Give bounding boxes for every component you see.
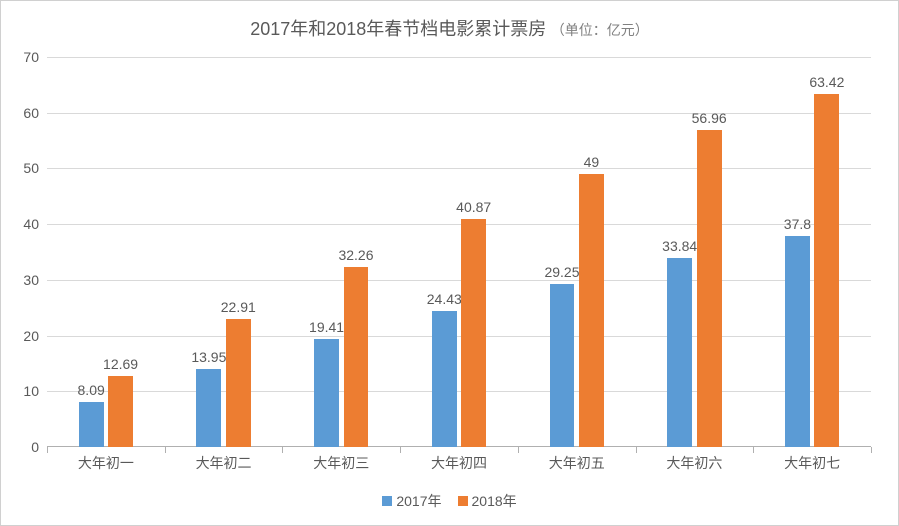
bar-2017年: 19.41 <box>314 339 339 447</box>
gridline <box>47 113 871 114</box>
ytick-label: 0 <box>31 439 39 455</box>
bar-label: 37.8 <box>784 216 811 232</box>
gridline <box>47 280 871 281</box>
legend-swatch <box>382 496 392 506</box>
xtick-label: 大年初七 <box>784 453 840 473</box>
legend-label: 2018年 <box>472 491 517 511</box>
xtick-label: 大年初三 <box>313 453 369 473</box>
bar-2017年: 13.95 <box>196 369 221 447</box>
gridline <box>47 336 871 337</box>
xtick-label: 大年初六 <box>666 453 722 473</box>
bar-2018年: 63.42 <box>814 94 839 447</box>
xtick-mark <box>753 447 754 453</box>
xtick-mark <box>518 447 519 453</box>
bar-label: 33.84 <box>662 238 697 254</box>
bar-label: 22.91 <box>221 299 256 315</box>
legend-label: 2017年 <box>396 491 441 511</box>
xtick-mark <box>636 447 637 453</box>
bar-2018年: 12.69 <box>108 376 133 447</box>
xtick-label: 大年初四 <box>431 453 487 473</box>
ytick-label: 20 <box>23 328 39 344</box>
xtick-label: 大年初一 <box>78 453 134 473</box>
ytick-label: 10 <box>23 383 39 399</box>
bar-2018年: 49 <box>579 174 604 447</box>
bar-2017年: 33.84 <box>667 258 692 447</box>
gridline <box>47 57 871 58</box>
plot-area: 010203040506070大年初一8.0912.69大年初二13.9522.… <box>47 57 871 447</box>
bar-label: 19.41 <box>309 319 344 335</box>
ytick-label: 70 <box>23 49 39 65</box>
ytick-label: 50 <box>23 160 39 176</box>
bar-2018年: 22.91 <box>226 319 251 447</box>
xtick-label: 大年初二 <box>196 453 252 473</box>
bar-label: 13.95 <box>191 349 226 365</box>
bar-2018年: 40.87 <box>461 219 486 447</box>
bar-label: 12.69 <box>103 356 138 372</box>
bar-label: 40.87 <box>456 199 491 215</box>
bar-2017年: 29.25 <box>550 284 575 447</box>
bar-label: 32.26 <box>338 247 373 263</box>
ytick-label: 60 <box>23 105 39 121</box>
xtick-label: 大年初五 <box>549 453 605 473</box>
bar-2017年: 37.8 <box>785 236 810 447</box>
xtick-mark <box>282 447 283 453</box>
chart-title-sub: （单位：亿元） <box>551 22 649 38</box>
legend: 2017年 2018年 <box>1 491 898 511</box>
bar-2017年: 24.43 <box>432 311 457 447</box>
xtick-mark <box>871 447 872 453</box>
xtick-mark <box>47 447 48 453</box>
gridline <box>47 224 871 225</box>
bar-2018年: 56.96 <box>697 130 722 447</box>
gridline <box>47 168 871 169</box>
x-axis-line <box>47 446 871 447</box>
bar-label: 56.96 <box>692 110 727 126</box>
legend-item: 2017年 <box>382 491 441 511</box>
bar-2017年: 8.09 <box>79 402 104 447</box>
chart-title-row: 2017年和2018年春节档电影累计票房 （单位：亿元） <box>1 1 898 47</box>
bar-label: 63.42 <box>809 74 844 90</box>
gridline <box>47 391 871 392</box>
ytick-label: 40 <box>23 216 39 232</box>
bar-2018年: 32.26 <box>344 267 369 447</box>
bar-label: 24.43 <box>427 291 462 307</box>
bar-label: 29.25 <box>544 264 579 280</box>
legend-swatch <box>458 496 468 506</box>
bar-label: 49 <box>584 154 600 170</box>
ytick-label: 30 <box>23 272 39 288</box>
chart-title-main: 2017年和2018年春节档电影累计票房 <box>250 19 546 39</box>
xtick-mark <box>400 447 401 453</box>
legend-item: 2018年 <box>458 491 517 511</box>
xtick-mark <box>165 447 166 453</box>
chart-container: 2017年和2018年春节档电影累计票房 （单位：亿元） 01020304050… <box>0 0 899 526</box>
bar-label: 8.09 <box>78 382 105 398</box>
